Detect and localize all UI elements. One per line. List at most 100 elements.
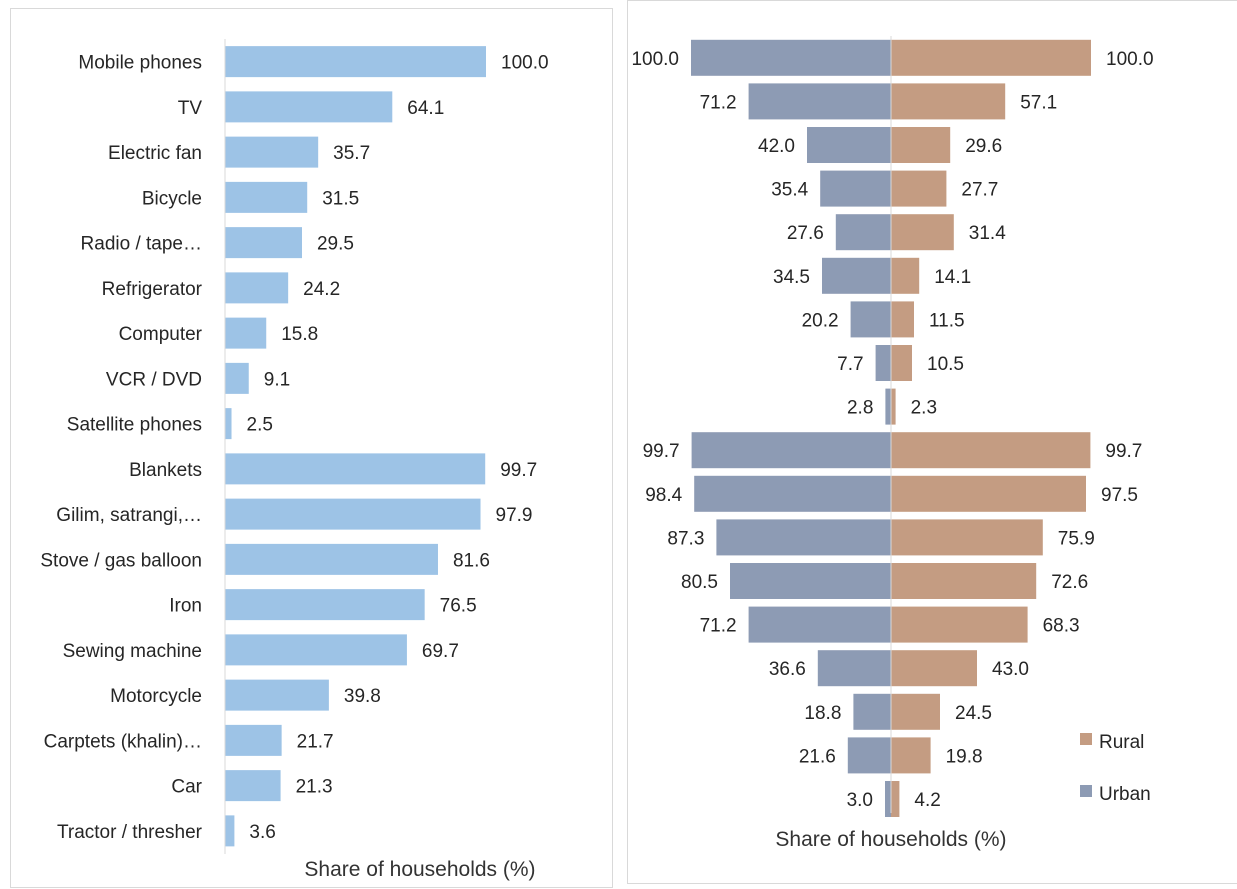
- rural-data-label: 14.1: [934, 267, 971, 288]
- bar: [225, 272, 289, 304]
- rural-data-label: 4.2: [914, 790, 940, 811]
- data-label: 81.6: [453, 550, 490, 571]
- rural-data-label: 68.3: [1043, 616, 1080, 637]
- bar: [225, 770, 281, 802]
- rural-data-label: 72.6: [1051, 572, 1088, 593]
- rural-bar: [891, 432, 1091, 469]
- data-label: 2.5: [247, 415, 273, 436]
- urban-bar: [885, 781, 891, 817]
- urban-data-label: 21.6: [799, 746, 836, 767]
- category-label: Iron: [169, 596, 202, 617]
- bar: [225, 181, 308, 213]
- category-label: Electric fan: [108, 143, 202, 164]
- data-label: 3.6: [249, 822, 275, 843]
- rural-data-label: 43.0: [992, 659, 1029, 680]
- urban-bar: [716, 519, 891, 556]
- bar: [225, 724, 282, 756]
- bar: [225, 815, 235, 847]
- category-label: Sewing machine: [63, 641, 202, 662]
- rural-bar: [891, 257, 920, 294]
- bar: [225, 227, 302, 259]
- category-label: VCR / DVD: [106, 369, 202, 390]
- data-label: 29.5: [317, 234, 354, 255]
- urban-data-label: 71.2: [700, 92, 737, 113]
- bar: [225, 46, 486, 78]
- rural-data-label: 97.5: [1101, 485, 1138, 506]
- category-label: TV: [178, 98, 203, 119]
- rural-data-label: 57.1: [1020, 92, 1057, 113]
- bar: [225, 317, 267, 349]
- rural-bar: [891, 781, 900, 817]
- category-label: Radio / tape…: [81, 234, 202, 255]
- rural-bar: [891, 650, 977, 687]
- rural-bar: [891, 693, 940, 730]
- category-label: Blankets: [129, 460, 202, 481]
- rural-data-label: 29.6: [965, 136, 1002, 157]
- data-label: 21.3: [296, 777, 333, 798]
- rural-data-label: 100.0: [1106, 49, 1154, 70]
- rural-bar: [891, 345, 912, 381]
- urban-data-label: 2.8: [847, 398, 873, 419]
- category-label: Motorcycle: [110, 686, 202, 707]
- bar: [225, 679, 329, 711]
- bar: [225, 362, 249, 394]
- right-chart-panel: 100.0 100.0 71.2 57.1 42.0 29.6 35.4 27.7 27.6 31…: [627, 0, 1237, 884]
- urban-data-label: 18.8: [804, 703, 841, 724]
- category-label: Computer: [119, 324, 203, 345]
- urban-data-label: 27.6: [787, 223, 824, 244]
- rural-bar: [891, 563, 1037, 599]
- urban-bar: [807, 127, 891, 163]
- bar: [225, 91, 393, 123]
- urban-data-label: 100.0: [631, 49, 679, 70]
- urban-bar: [691, 39, 891, 76]
- rural-data-label: 99.7: [1105, 441, 1142, 462]
- category-label: Tractor / thresher: [57, 822, 203, 843]
- rural-data-label: 27.7: [961, 180, 998, 201]
- urban-data-label: 42.0: [758, 136, 795, 157]
- rural-data-label: 10.5: [927, 354, 964, 375]
- x-axis-title: Share of households (%): [304, 858, 535, 881]
- rural-data-label: 19.8: [946, 746, 983, 767]
- category-label: Car: [171, 777, 202, 798]
- data-label: 76.5: [440, 596, 477, 617]
- rural-bar: [891, 83, 1006, 120]
- legend-label-rural: Rural: [1099, 732, 1144, 753]
- bar: [225, 453, 486, 485]
- urban-data-label: 35.4: [771, 180, 808, 201]
- bar: [225, 408, 232, 440]
- data-label: 24.2: [303, 279, 340, 300]
- category-label: Gilim, satrangi,…: [56, 505, 202, 526]
- category-label: Bicycle: [142, 188, 202, 209]
- urban-bar: [847, 737, 891, 774]
- data-label: 99.7: [500, 460, 537, 481]
- rural-bar: [891, 39, 1091, 76]
- urban-data-label: 80.5: [681, 572, 718, 593]
- left-chart-svg: Mobile phones 100.0 TV 64.1 Electric fan 35.7…: [40, 39, 549, 881]
- data-label: 9.1: [264, 369, 290, 390]
- urban-data-label: 7.7: [837, 354, 863, 375]
- data-label: 69.7: [422, 641, 459, 662]
- urban-bar: [835, 214, 891, 251]
- bar: [225, 589, 425, 621]
- category-label: Stove / gas balloon: [40, 550, 202, 571]
- rural-bar: [891, 301, 914, 338]
- urban-bar: [822, 257, 891, 294]
- urban-bar: [748, 83, 891, 120]
- urban-data-label: 20.2: [802, 310, 839, 331]
- legend-label-urban: Urban: [1099, 784, 1151, 805]
- rural-bar: [891, 388, 896, 425]
- data-label: 15.8: [281, 324, 318, 345]
- rural-bar: [891, 214, 954, 251]
- data-label: 64.1: [407, 98, 444, 119]
- category-label: Carptets (khalin)…: [44, 731, 202, 752]
- urban-data-label: 3.0: [847, 790, 873, 811]
- bar: [225, 543, 438, 575]
- rural-bar: [891, 475, 1086, 512]
- left-chart-panel: Mobile phones 100.0 TV 64.1 Electric fan 35.7…: [10, 8, 613, 888]
- urban-data-label: 71.2: [700, 616, 737, 637]
- rural-data-label: 24.5: [955, 703, 992, 724]
- data-label: 97.9: [496, 505, 533, 526]
- urban-bar: [875, 345, 891, 381]
- legend-swatch-urban: [1080, 785, 1092, 797]
- urban-bar: [817, 650, 891, 687]
